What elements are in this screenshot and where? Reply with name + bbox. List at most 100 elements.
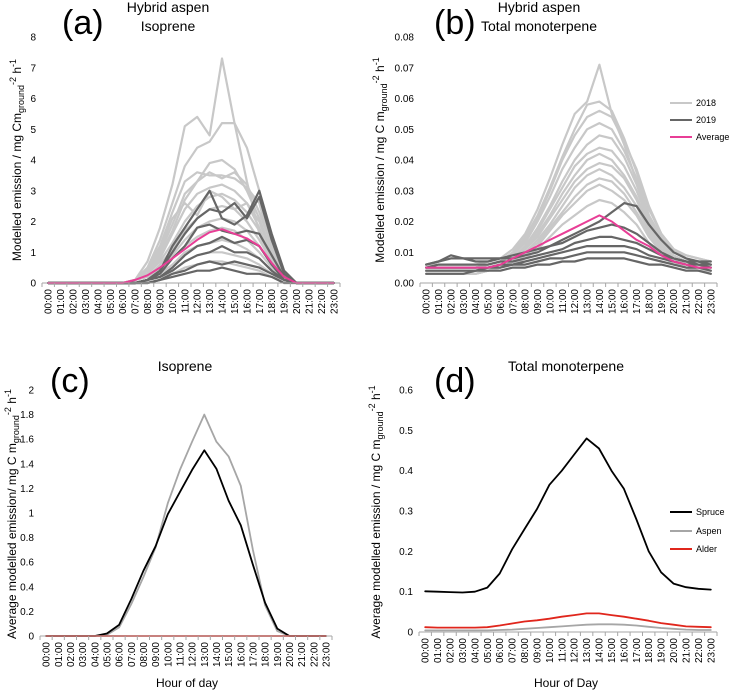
- xtick-label-c-18: 18:00: [261, 642, 272, 667]
- xtick-label-b-9: 09:00: [533, 289, 544, 314]
- xtick-label-c-10: 10:00: [163, 642, 174, 667]
- ytick-label-d-3: 0.3: [399, 507, 413, 518]
- xtick-label-c-23: 23:00: [321, 642, 332, 667]
- ytick-label-a-3: 3: [30, 186, 36, 197]
- ytick-label-a-5: 5: [30, 125, 36, 136]
- xtick-label-c-8: 08:00: [139, 642, 150, 667]
- xtick-label-a-11: 11:00: [180, 289, 191, 314]
- plot-d: 00.10.20.30.40.50.600:00 01:00 02:00 03:00 0…: [399, 386, 718, 663]
- ytick-label-d-6: 0.6: [399, 386, 413, 397]
- ytick-label-d-0: 0: [407, 628, 413, 639]
- xtick-label-b-13: 13:00: [583, 289, 594, 314]
- series-line-a-2018-9: [47, 158, 335, 285]
- xtick-label-b-16: 16:00: [620, 289, 631, 314]
- panel-a-ylabel: Modelled emission / mg Cmground-2 h-1: [8, 59, 26, 261]
- xtick-label-d-18: 18:00: [644, 638, 655, 663]
- legend-d-label-aspen: Aspen: [696, 526, 722, 536]
- xtick-label-b-6: 06:00: [496, 289, 507, 314]
- xtick-label-a-9: 09:00: [155, 289, 166, 314]
- xtick-label-a-10: 10:00: [168, 289, 179, 314]
- xtick-label-d-10: 10:00: [545, 638, 556, 663]
- xtick-label-a-1: 01:00: [56, 289, 67, 314]
- xtick-label-b-2: 02:00: [446, 289, 457, 314]
- xtick-label-a-7: 07:00: [131, 289, 142, 314]
- panel-a-title-2: Isoprene: [141, 18, 196, 34]
- xtick-label-c-13: 13:00: [200, 642, 211, 667]
- xtick-label-b-18: 18:00: [644, 289, 655, 314]
- xtick-label-d-3: 03:00: [458, 638, 469, 663]
- panel-b: (b) Hybrid aspen Total monoterpene Model…: [371, 0, 729, 314]
- xtick-label-d-1: 01:00: [433, 638, 444, 663]
- xtick-label-b-10: 10:00: [545, 289, 556, 314]
- xtick-label-d-8: 08:00: [520, 638, 531, 663]
- legend-b-label-average: Average: [696, 132, 729, 142]
- plot-c: 0 0.2 0.4 0.6 0.8 1 1.2 1.4 1.6 1.8 2 00:00 01:00 02:…: [20, 386, 333, 667]
- xtick-label-c-11: 11:00: [175, 642, 186, 667]
- xtick-label-b-3: 03:00: [459, 289, 470, 314]
- ytick-label-c-10: 2: [28, 386, 34, 397]
- ytick-label-c-6: 1.2: [20, 484, 34, 495]
- ytick-label-d-1: 0.1: [399, 587, 413, 598]
- xtick-label-d-17: 17:00: [632, 638, 643, 663]
- xtick-label-a-0: 00:00: [44, 289, 55, 314]
- xtick-label-d-13: 13:00: [582, 638, 593, 663]
- xtick-label-c-12: 12:00: [188, 642, 199, 667]
- ytick-label-a-8: 8: [30, 33, 36, 44]
- xtick-label-c-19: 19:00: [273, 642, 284, 667]
- xtick-label-c-0: 00:00: [42, 642, 53, 667]
- xtick-label-d-21: 21:00: [681, 638, 692, 663]
- panel-d-xlabel: Hour of Day: [534, 676, 598, 690]
- panel-b-label: (b): [434, 4, 476, 42]
- ytick-label-b-4: 0.04: [395, 156, 415, 167]
- ytick-label-d-2: 0.2: [399, 547, 413, 558]
- series-line-b-2019-17: [425, 257, 712, 275]
- series-line-c-spruce-1: [45, 449, 327, 637]
- xtick-label-a-21: 21:00: [304, 289, 315, 314]
- xtick-label-b-8: 08:00: [521, 289, 532, 314]
- xtick-label-d-2: 02:00: [446, 638, 457, 663]
- xtick-label-c-22: 22:00: [309, 642, 320, 667]
- panel-c-label: (c): [50, 362, 90, 400]
- panel-d-ylabel: Average modelled emission / mg C mground…: [367, 385, 385, 638]
- xtick-label-d-20: 20:00: [669, 638, 680, 663]
- series-line-d-spruce-0: [424, 437, 712, 594]
- panel-c-xlabel: Hour of day: [156, 676, 218, 690]
- xtick-label-a-15: 15:00: [230, 289, 241, 314]
- xtick-label-b-12: 12:00: [570, 289, 581, 314]
- xtick-label-a-23: 23:00: [329, 289, 340, 314]
- xtick-label-b-1: 01:00: [434, 289, 445, 314]
- xtick-label-d-6: 06:00: [495, 638, 506, 663]
- panel-a-title-1: Hybrid aspen: [127, 0, 210, 15]
- xtick-label-b-4: 04:00: [471, 289, 482, 314]
- xtick-label-a-17: 17:00: [255, 289, 266, 314]
- xtick-label-c-7: 07:00: [127, 642, 138, 667]
- xtick-label-c-16: 16:00: [236, 642, 247, 667]
- ytick-label-c-0: 0: [28, 632, 34, 643]
- panel-d: (d) Total monoterpene Average modelled e…: [367, 358, 725, 690]
- xtick-label-b-15: 15:00: [607, 289, 618, 314]
- xtick-label-d-4: 04:00: [470, 638, 481, 663]
- xtick-label-b-17: 17:00: [632, 289, 643, 314]
- xtick-label-c-21: 21:00: [297, 642, 308, 667]
- xtick-label-a-5: 05:00: [106, 289, 117, 314]
- panel-c-ylabel: Average modelled emission/ mg C mground-…: [3, 389, 21, 639]
- ytick-label-c-9: 1.8: [20, 410, 34, 421]
- plot-b: 0.00 0.01 0.02 0.03 0.04 0.05 0.06 0.07 0.08 00:0…: [395, 33, 718, 314]
- ytick-label-b-5: 0.05: [395, 125, 415, 136]
- legend-d: Spruce Aspen Alder: [670, 507, 725, 554]
- panel-b-title-1: Hybrid aspen: [498, 0, 581, 15]
- series-line-b-average-18: [425, 214, 712, 269]
- xtick-label-c-4: 04:00: [90, 642, 101, 667]
- xtick-label-d-19: 19:00: [657, 638, 668, 663]
- xtick-label-a-22: 22:00: [317, 289, 328, 314]
- xtick-label-a-14: 14:00: [218, 289, 229, 314]
- xtick-label-d-9: 09:00: [532, 638, 543, 663]
- xtick-label-a-19: 19:00: [280, 289, 291, 314]
- xtick-label-c-20: 20:00: [285, 642, 296, 667]
- xtick-label-b-19: 19:00: [657, 289, 668, 314]
- legend-b-label-2018: 2018: [696, 98, 716, 108]
- series-line-d-aspen-1: [424, 623, 712, 632]
- xtick-label-b-7: 07:00: [508, 289, 519, 314]
